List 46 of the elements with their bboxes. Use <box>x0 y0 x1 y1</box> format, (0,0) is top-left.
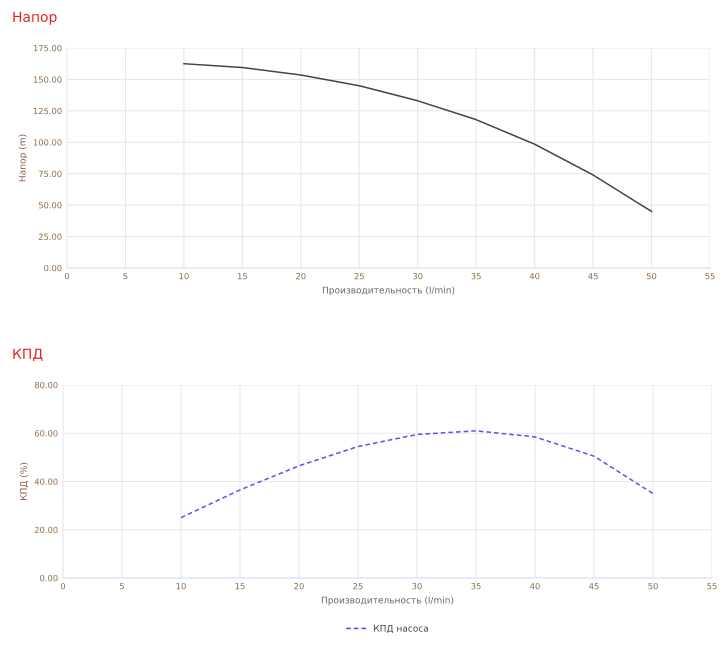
x-tick-label: 20 <box>294 583 304 590</box>
y-axis-title: Напор (m) <box>18 134 28 182</box>
y-tick-label: 60.00 <box>34 430 58 437</box>
x-tick-label: 15 <box>236 583 245 590</box>
y-tick-label: 125.00 <box>34 108 62 114</box>
x-axis-title: Производительность (l/min) <box>322 596 454 606</box>
x-axis-title: Производительность (l/min) <box>322 286 454 296</box>
x-tick-label: 50 <box>646 273 656 280</box>
line-series <box>180 430 654 518</box>
y-tick-label: 80.00 <box>34 382 58 388</box>
x-tick-label: 0 <box>64 273 70 280</box>
x-tick-label: 0 <box>60 583 66 590</box>
y-tick-label: 20.00 <box>34 526 58 534</box>
x-tick-label: 25 <box>354 273 364 280</box>
x-tick-label: 5 <box>120 583 124 590</box>
x-tick-label: 10 <box>180 273 189 280</box>
y-tick-label: 40.00 <box>34 478 58 485</box>
line-series <box>183 62 652 212</box>
x-tick-label: 50 <box>648 583 658 590</box>
x-tick-label: 45 <box>588 273 598 280</box>
x-tick-label: 15 <box>238 273 247 280</box>
x-tick-label: 25 <box>353 583 363 590</box>
y-tick-label: 175.00 <box>34 44 62 52</box>
x-tick-label: 55 <box>707 583 717 590</box>
chart-title: Напор <box>13 12 57 25</box>
x-tick-label: 20 <box>296 273 306 280</box>
x-tick-label: 10 <box>176 583 186 590</box>
x-tick-label: 45 <box>589 583 599 590</box>
x-tick-label: 5 <box>123 273 128 280</box>
x-tick-label: 40 <box>530 583 540 590</box>
x-tick-label: 30 <box>413 273 422 280</box>
y-tick-label: 50.00 <box>38 202 62 208</box>
x-tick-label: 35 <box>471 583 481 590</box>
y-tick-label: 0.00 <box>40 574 58 582</box>
x-tick-label: 35 <box>472 273 481 280</box>
x-tick-label: 40 <box>530 273 540 280</box>
legend-label: КПД насоса <box>374 625 428 633</box>
x-tick-label: 30 <box>412 583 422 590</box>
y-tick-label: 75.00 <box>38 170 62 177</box>
chart-title: КПД <box>13 348 42 362</box>
x-tick-label: 55 <box>705 273 715 280</box>
y-tick-label: 0.00 <box>44 264 62 272</box>
y-tick-label: 25.00 <box>38 234 62 240</box>
y-tick-label: 100.00 <box>34 139 62 146</box>
y-tick-label: 150.00 <box>34 76 62 83</box>
y-axis-title: КПД (%) <box>20 462 28 500</box>
